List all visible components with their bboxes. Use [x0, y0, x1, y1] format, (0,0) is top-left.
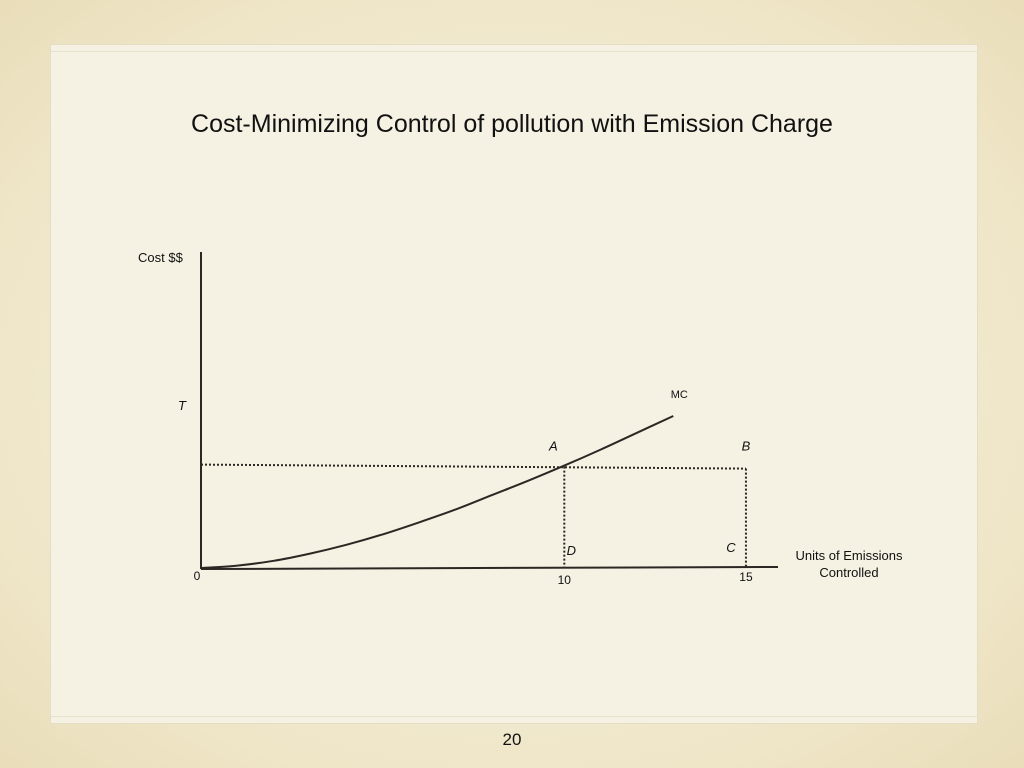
x-axis-label: Units of Emissions Controlled: [796, 548, 903, 580]
point-label-c: C: [726, 540, 736, 555]
y-axis-label: Cost $$: [138, 250, 184, 265]
charge-line: [200, 463, 746, 470]
page-number: 20: [502, 730, 522, 749]
point-label-a: A: [548, 439, 558, 454]
slide-title: Cost-Minimizing Control of pollution wit…: [191, 110, 833, 138]
x-tick-label: 0: [194, 569, 201, 583]
slide-panel: [50, 44, 978, 724]
point-label-d: D: [567, 543, 576, 558]
x-axis-label-line: Units of Emissions: [796, 548, 903, 563]
x-tick-label: 10: [558, 573, 572, 587]
mc-curve-label: MC: [671, 389, 688, 401]
point-label-b: B: [742, 439, 751, 454]
x-axis: [200, 566, 779, 570]
x-axis-label-line: Controlled: [819, 565, 878, 580]
slide-panel-border: [51, 51, 977, 717]
charge-label-t: T: [178, 398, 187, 413]
x-tick-label: 15: [739, 570, 753, 584]
mc-curve: [200, 415, 674, 569]
